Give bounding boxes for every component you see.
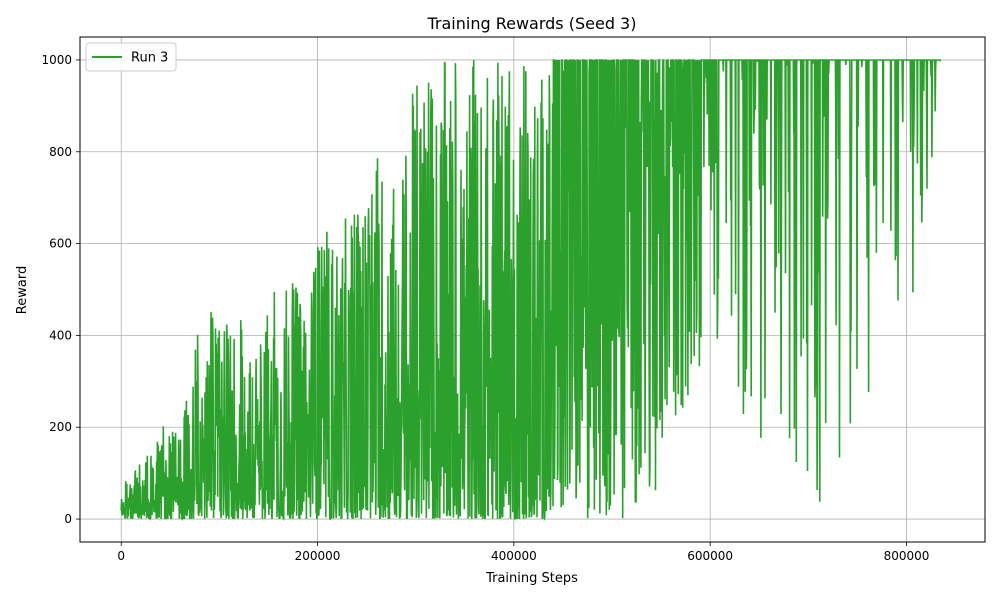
legend-box [85,42,177,72]
series-line-run-3 [120,59,942,522]
y-tick-label: 0 [64,512,72,526]
y-axis-label: Reward [15,266,30,314]
axis-ticks: 0 200000 400000 600000 800000 0 200 400 600 800 10… [41,53,929,563]
y-tick-label: 200 [49,420,72,434]
legend-label-run-3: Run 3 [131,51,168,66]
plot-area [120,59,942,522]
x-axis-label: Training Steps [485,571,578,586]
legend: Run 3 [85,42,177,72]
x-tick-label: 0 [117,549,125,563]
y-tick-label: 1000 [41,53,72,67]
y-tick-label: 400 [49,328,72,342]
y-tick-label: 800 [49,145,72,159]
x-tick-label: 400000 [491,549,537,563]
axes-frame [79,36,986,543]
x-tick-label: 600000 [687,549,733,563]
x-tick-label: 800000 [884,549,930,563]
y-tick-label: 600 [49,237,72,251]
x-tick-label: 200000 [295,549,341,563]
chart-title: Training Rewards (Seed 3) [427,14,637,33]
